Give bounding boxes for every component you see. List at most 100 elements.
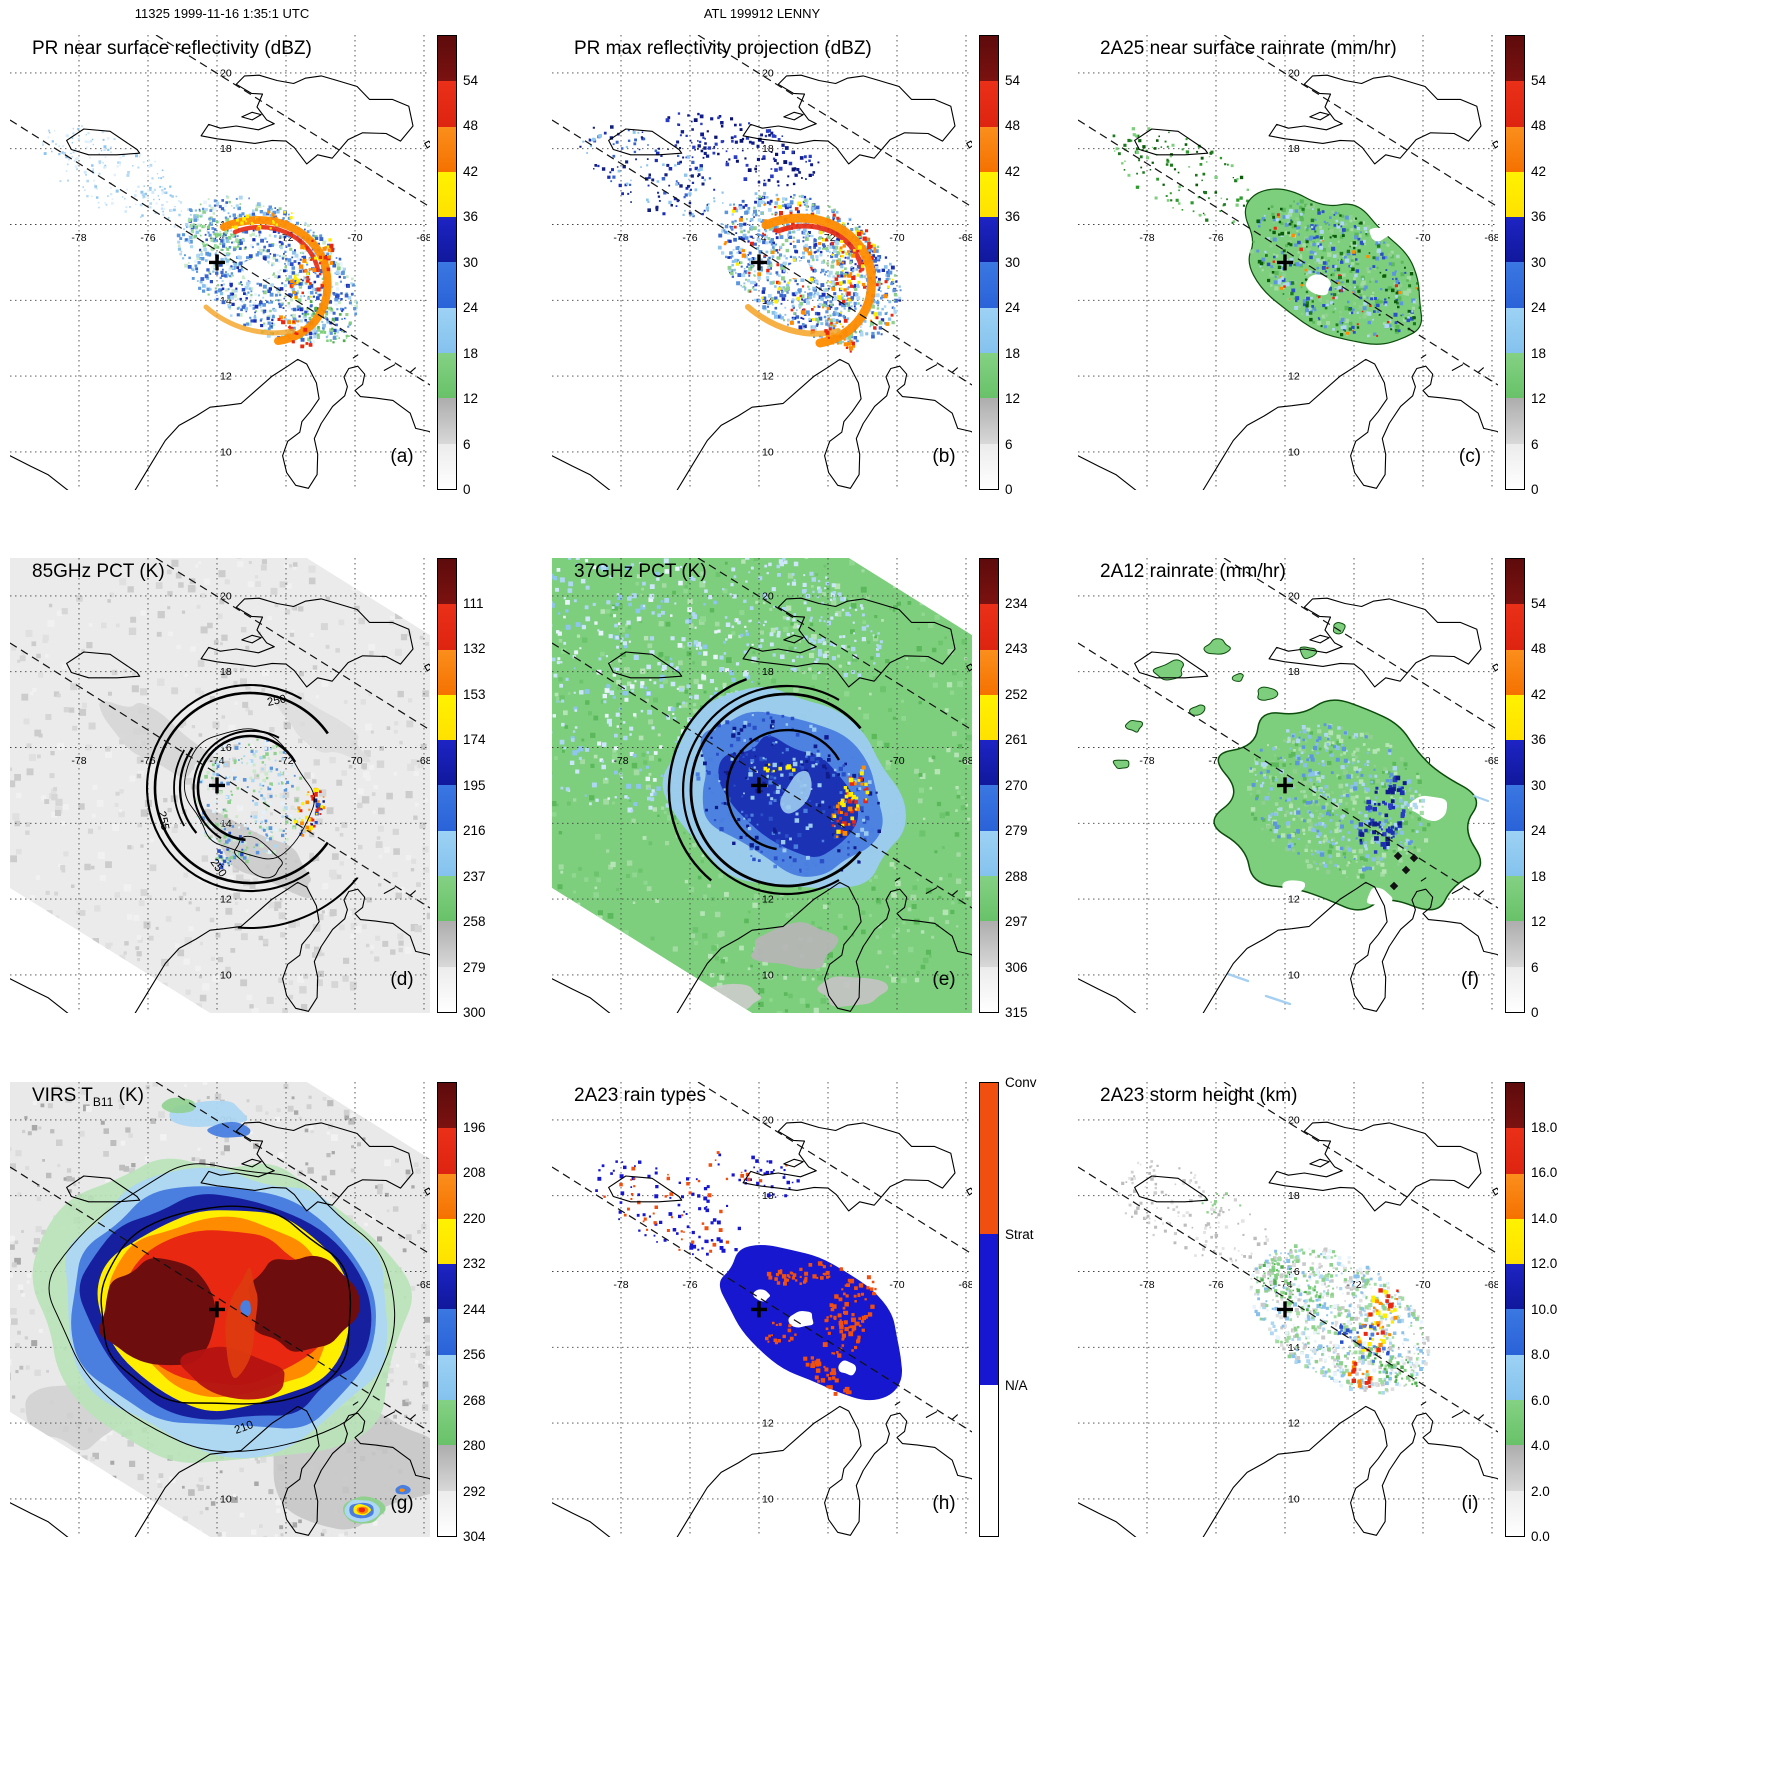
storm-center-marker [1277, 1301, 1293, 1318]
lat-tick-label: 10 [1288, 969, 1300, 981]
lon-tick-label: -76 [682, 232, 697, 244]
panel-title-d: 85GHz PCT (K) [32, 561, 165, 582]
colorbar-segment [980, 785, 998, 831]
swath-edge-line [10, 642, 430, 909]
lon-tick-label: -70 [889, 232, 904, 244]
swath-edge-line [1223, 35, 1498, 208]
coastline [10, 597, 430, 1013]
colorbar-segment [438, 559, 456, 605]
annotations: (h) [932, 1493, 955, 1514]
colorbar-segment [980, 262, 998, 308]
panel-title-e: 37GHz PCT (K) [574, 561, 707, 582]
colorbar-tick-label: 24 [463, 300, 479, 315]
annotations: (e) [932, 969, 955, 990]
colorbar-segment [980, 694, 998, 741]
colorbar-segment [980, 36, 998, 82]
lat-tick-label: 12 [762, 1418, 774, 1430]
colorbar-segment [1506, 307, 1524, 354]
lat-tick-label: 18 [762, 666, 774, 678]
swath-edge-lines [552, 1082, 972, 1433]
swath-edge-line [1223, 558, 1498, 731]
colorbar-segment [980, 171, 998, 218]
colorbar-segment [438, 1445, 456, 1491]
colorbar-segment [438, 830, 456, 877]
panel-d: -78-76-74-72-70-68201816141210250250255(… [10, 558, 530, 1020]
colorbar-tick-label: 6 [1005, 436, 1013, 452]
lat-tick-label: 12 [762, 894, 774, 906]
lat-tick-label: 14 [220, 818, 232, 830]
colorbar-segment [980, 307, 998, 354]
lon-tick-label: -68 [958, 232, 972, 244]
colorbar-tick-label: 258 [463, 914, 486, 929]
colorbar-d [437, 558, 457, 1013]
lon-tick-label: -78 [71, 232, 86, 244]
colorbar-segment [438, 81, 456, 127]
colorbar-tick-label: 306 [1005, 959, 1028, 975]
panel-title-b: PR max reflectivity projection (dBZ) [574, 38, 872, 59]
colorbar-segment [1506, 262, 1524, 308]
colorbar-segment [438, 126, 456, 172]
colorbar-tick-label: 0 [463, 482, 471, 497]
lat-tick-label: 10 [1288, 1493, 1300, 1505]
swath-edge-lines [10, 558, 430, 909]
colorbar-segment [438, 307, 456, 354]
lon-tick-label: -78 [1139, 1279, 1154, 1291]
lat-tick-label: 18 [220, 143, 232, 155]
colorbar-label-na: N/A [1005, 1378, 1028, 1394]
colorbar-segment [438, 1309, 456, 1355]
colorbar-segment [1506, 1490, 1524, 1536]
colorbar-segment [1506, 1173, 1524, 1219]
data-layer [595, 1151, 903, 1401]
colorbar-segment [438, 262, 456, 308]
panel-title-g: VIRS TB11 (K) [32, 1085, 144, 1109]
lon-tick-label: -70 [889, 755, 904, 767]
lon-tick-label: -68 [958, 755, 972, 767]
data-layer [42, 125, 358, 349]
lon-tick-label: -70 [1415, 232, 1430, 244]
lat-tick-label: 18 [220, 666, 232, 678]
colorbar-tick-label: 4.0 [1531, 1438, 1550, 1453]
colorbar-tick-label: 237 [463, 868, 486, 884]
lat-tick-label: 10 [220, 1493, 232, 1505]
colorbar-segment [1506, 81, 1524, 127]
swath-edge-lines [552, 558, 972, 909]
colorbar-tick-label: 232 [463, 1256, 486, 1271]
storm-center-marker [209, 777, 225, 794]
colorbar-tick-label: 195 [463, 777, 486, 793]
swath-edge-lines [1078, 35, 1498, 386]
colorbar-tick-label: 48 [1531, 118, 1547, 133]
colorbar-tick-label: 304 [463, 1529, 486, 1544]
colorbar-tick-label: 261 [1005, 732, 1028, 747]
lon-tick-label: -76 [1208, 232, 1223, 244]
colorbar-segment [1506, 217, 1524, 263]
storm-center-marker [209, 254, 225, 271]
colorbar-tick-label: 208 [463, 1165, 486, 1180]
colorbar-tick-label: 36 [463, 209, 479, 224]
colorbar-tick-label: 42 [1531, 163, 1547, 179]
lat-tick-label: 18 [1288, 1190, 1300, 1202]
colorbar-segment [438, 1083, 456, 1129]
map-canvas-d: -78-76-74-72-70-68201816141210250250255(… [10, 558, 430, 1013]
swath-edge-line [155, 35, 430, 208]
storm-center-marker [1277, 777, 1293, 794]
colorbar-tick-label: 54 [1531, 72, 1547, 88]
colorbar-tick-label: 48 [463, 118, 479, 133]
lon-tick-label: -78 [1139, 755, 1154, 767]
lat-tick-label: 12 [220, 371, 232, 383]
swath-edge-lines [10, 1082, 430, 1433]
colorbar-tick-label: 12.0 [1531, 1256, 1558, 1271]
colorbar-tick-label: 297 [1005, 914, 1028, 929]
colorbar-segment [980, 81, 998, 127]
colorbar-g [437, 1082, 457, 1537]
coastline [552, 1121, 972, 1537]
swath-edge-line [552, 1166, 972, 1433]
lon-tick-label: -68 [1484, 1279, 1498, 1291]
swath-edge-line [155, 558, 430, 731]
swath-edge-lines [10, 35, 430, 386]
lat-tick-label: 10 [220, 446, 232, 458]
lat-tick-label: 14 [220, 295, 232, 307]
colorbar-tick-label: 244 [463, 1301, 486, 1317]
colorbar-tick-label: 42 [463, 163, 479, 179]
colorbar-tick-label: 292 [463, 1483, 486, 1499]
